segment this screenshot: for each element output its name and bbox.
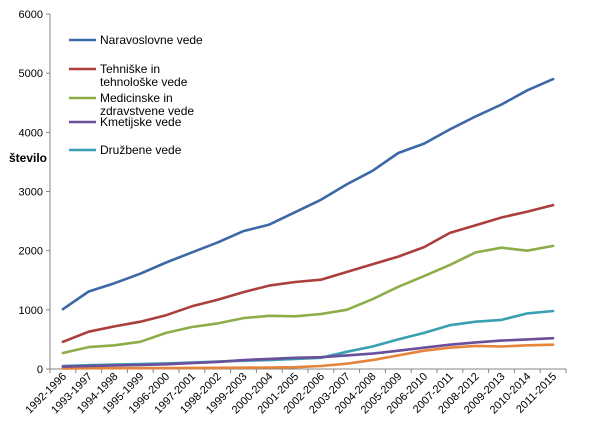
y-axis-label: število (9, 151, 47, 165)
y-tick-labels: 0 1000 2000 3000 4000 5000 6000 (19, 9, 50, 376)
y-tick-label: 6000 (19, 9, 43, 21)
series-lines (61, 77, 555, 370)
legend-label: Naravoslovne vede (100, 33, 203, 47)
series-line-medicinske-in-zdravstvene-vede (61, 244, 555, 355)
series-line-kmetijske-vede (61, 336, 555, 368)
legend-label: Družbene vede (100, 143, 182, 157)
legend: Naravoslovne vede Tehniške in tehnološke v… (69, 33, 203, 157)
y-tick-label: 0 (37, 364, 43, 376)
series-line-tehni-ke-in-tehnolo-ke-vede (61, 203, 555, 344)
y-tick-label: 1000 (19, 305, 43, 317)
legend-label: Medicinske in zdravstvene vede (100, 91, 194, 118)
series-line-naravoslovne-vede (61, 77, 555, 311)
series-line-unlabeled (61, 343, 555, 370)
x-tick-labels: 1992-19961993-19971994-19981995-19991996… (23, 369, 567, 416)
y-tick-label: 3000 (19, 187, 43, 199)
y-tick-label: 4000 (19, 127, 43, 139)
y-tick-label: 5000 (19, 68, 43, 80)
legend-label: Kmetijske vede (100, 115, 182, 129)
y-tick-label: 2000 (19, 246, 43, 258)
legend-label: Tehniške in tehnološke vede (100, 62, 188, 89)
